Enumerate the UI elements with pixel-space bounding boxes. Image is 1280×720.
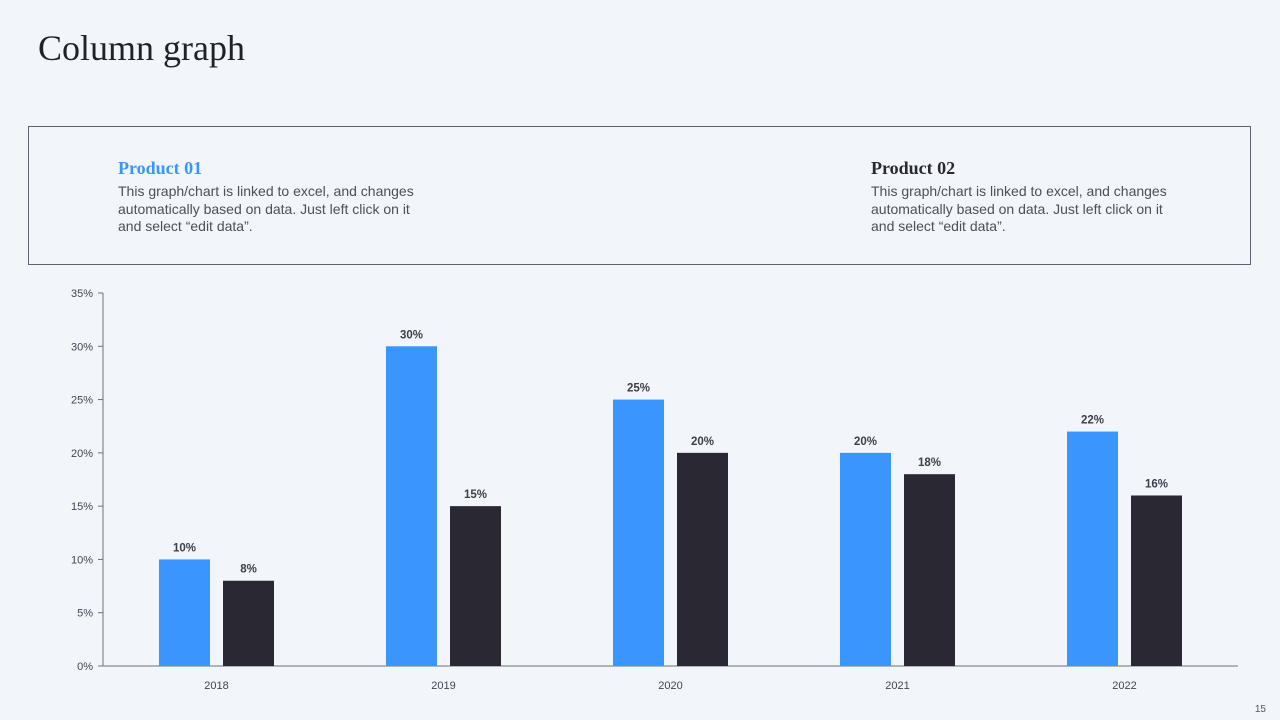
legend-box: Product 01 This graph/chart is linked to…: [28, 126, 1251, 265]
slide-title: Column graph: [38, 28, 245, 68]
data-label: 30%: [400, 329, 423, 341]
page-number: 15: [1254, 704, 1266, 715]
data-label: 10%: [173, 542, 196, 554]
legend-heading-product-01: Product 01: [118, 158, 203, 178]
data-label: 15%: [464, 489, 487, 501]
y-tick-label: 35%: [71, 288, 93, 300]
legend-heading-product-02: Product 02: [871, 158, 956, 178]
bar: [677, 452, 728, 666]
y-tick-label: 15%: [71, 501, 93, 513]
x-tick-label: 2019: [431, 680, 455, 692]
y-tick-label: 25%: [71, 395, 93, 407]
bar: [1067, 431, 1118, 666]
legend-description-product-02: This graph/chart is linked to excel, and…: [871, 183, 1167, 234]
x-tick-label: 2022: [1112, 680, 1136, 692]
data-label: 25%: [627, 383, 650, 395]
column-chart: 0% 5% 10% 15% 20% 25% 30% 35% 10% 8% 2018 30% 15% 201…: [71, 288, 1238, 692]
bar: [904, 474, 955, 666]
bar: [386, 346, 437, 666]
data-label: 16%: [1145, 478, 1168, 490]
data-label: 18%: [918, 457, 941, 469]
data-label: 20%: [691, 436, 714, 448]
y-tick-label: 30%: [71, 341, 93, 353]
bar: [159, 559, 210, 666]
y-tick-label: 20%: [71, 448, 93, 460]
legend-description-product-01: This graph/chart is linked to excel, and…: [118, 183, 414, 234]
data-label: 8%: [240, 564, 257, 576]
y-tick-label: 5%: [77, 608, 93, 620]
x-tick-label: 2020: [658, 680, 682, 692]
y-tick-label: 10%: [71, 554, 93, 566]
bar: [840, 452, 891, 666]
x-tick-label: 2021: [885, 680, 909, 692]
bar: [223, 580, 274, 666]
legend-item-product-01: Product 01 This graph/chart is linked to…: [118, 157, 418, 236]
bar: [450, 506, 501, 666]
y-tick-label: 0%: [77, 661, 93, 673]
bar: [613, 399, 664, 666]
legend-item-product-02: Product 02 This graph/chart is linked to…: [871, 157, 1171, 236]
x-tick-label: 2018: [204, 680, 228, 692]
data-label: 20%: [854, 436, 877, 448]
data-label: 22%: [1081, 415, 1104, 427]
bar: [1131, 495, 1182, 666]
